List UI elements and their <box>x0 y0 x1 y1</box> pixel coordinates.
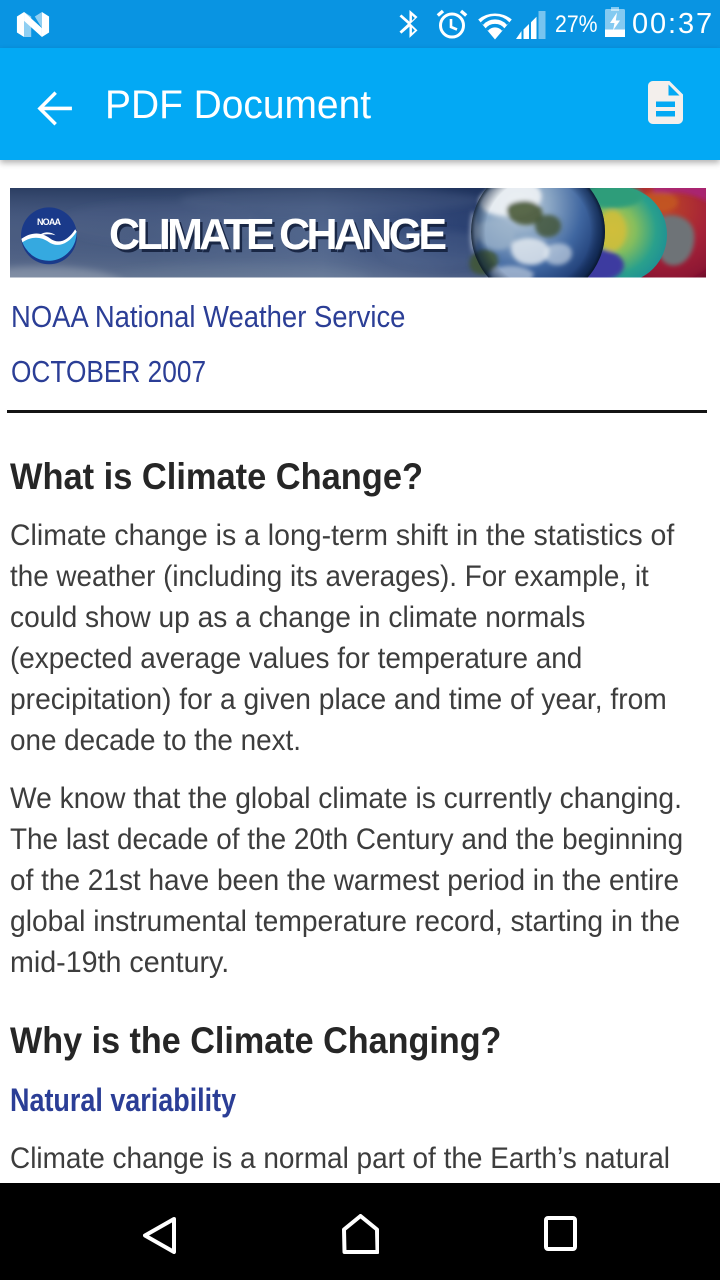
svg-text:NOAA: NOAA <box>37 217 61 227</box>
svg-text:CLIMATE CHANGE: CLIMATE CHANGE <box>109 211 447 259</box>
svg-text:CLIMATE CHANGE: CLIMATE CHANGE <box>112 214 450 262</box>
